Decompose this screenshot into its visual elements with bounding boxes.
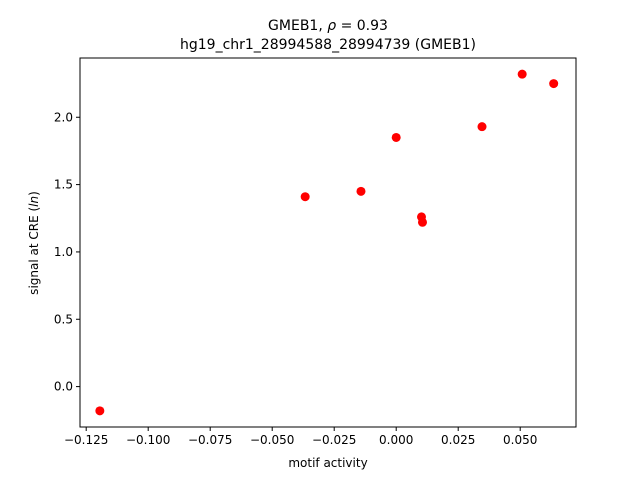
data-point (517, 69, 527, 79)
data-point (417, 217, 427, 227)
chart-title-line-2: hg19_chr1_28994588_28994739 (GMEB1) (180, 37, 476, 53)
data-point (549, 79, 559, 89)
data-point (477, 122, 487, 132)
y-tick-label: 1.0 (54, 245, 73, 259)
x-tick-label: −0.125 (64, 433, 108, 447)
x-tick-label: −0.075 (188, 433, 232, 447)
data-point (356, 186, 366, 196)
chart-title-line-1: GMEB1, ρ = 0.93 (268, 18, 388, 34)
x-tick-label: −0.025 (312, 433, 356, 447)
x-tick-label: −0.050 (250, 433, 294, 447)
plot-area: −0.125 −0.100 −0.075 −0.050 −0.025 0.000 0.025… (54, 57, 577, 447)
x-tick-label: 0.000 (379, 433, 413, 447)
y-tick-label: 1.5 (54, 178, 73, 192)
data-point (391, 132, 401, 142)
plot-frame (79, 57, 577, 428)
x-tick-label: 0.025 (441, 433, 475, 447)
y-tick-label: 0.0 (54, 380, 73, 394)
x-tick-label: −0.100 (126, 433, 170, 447)
y-tick-label: 2.0 (54, 110, 73, 124)
data-point (300, 192, 310, 202)
y-tick-label: 0.5 (54, 312, 73, 326)
data-point (95, 406, 105, 416)
x-axis-label: motif activity (288, 456, 367, 470)
x-tick-label: 0.050 (503, 433, 537, 447)
y-axis-label: signal at CRE (ln) (27, 191, 41, 295)
